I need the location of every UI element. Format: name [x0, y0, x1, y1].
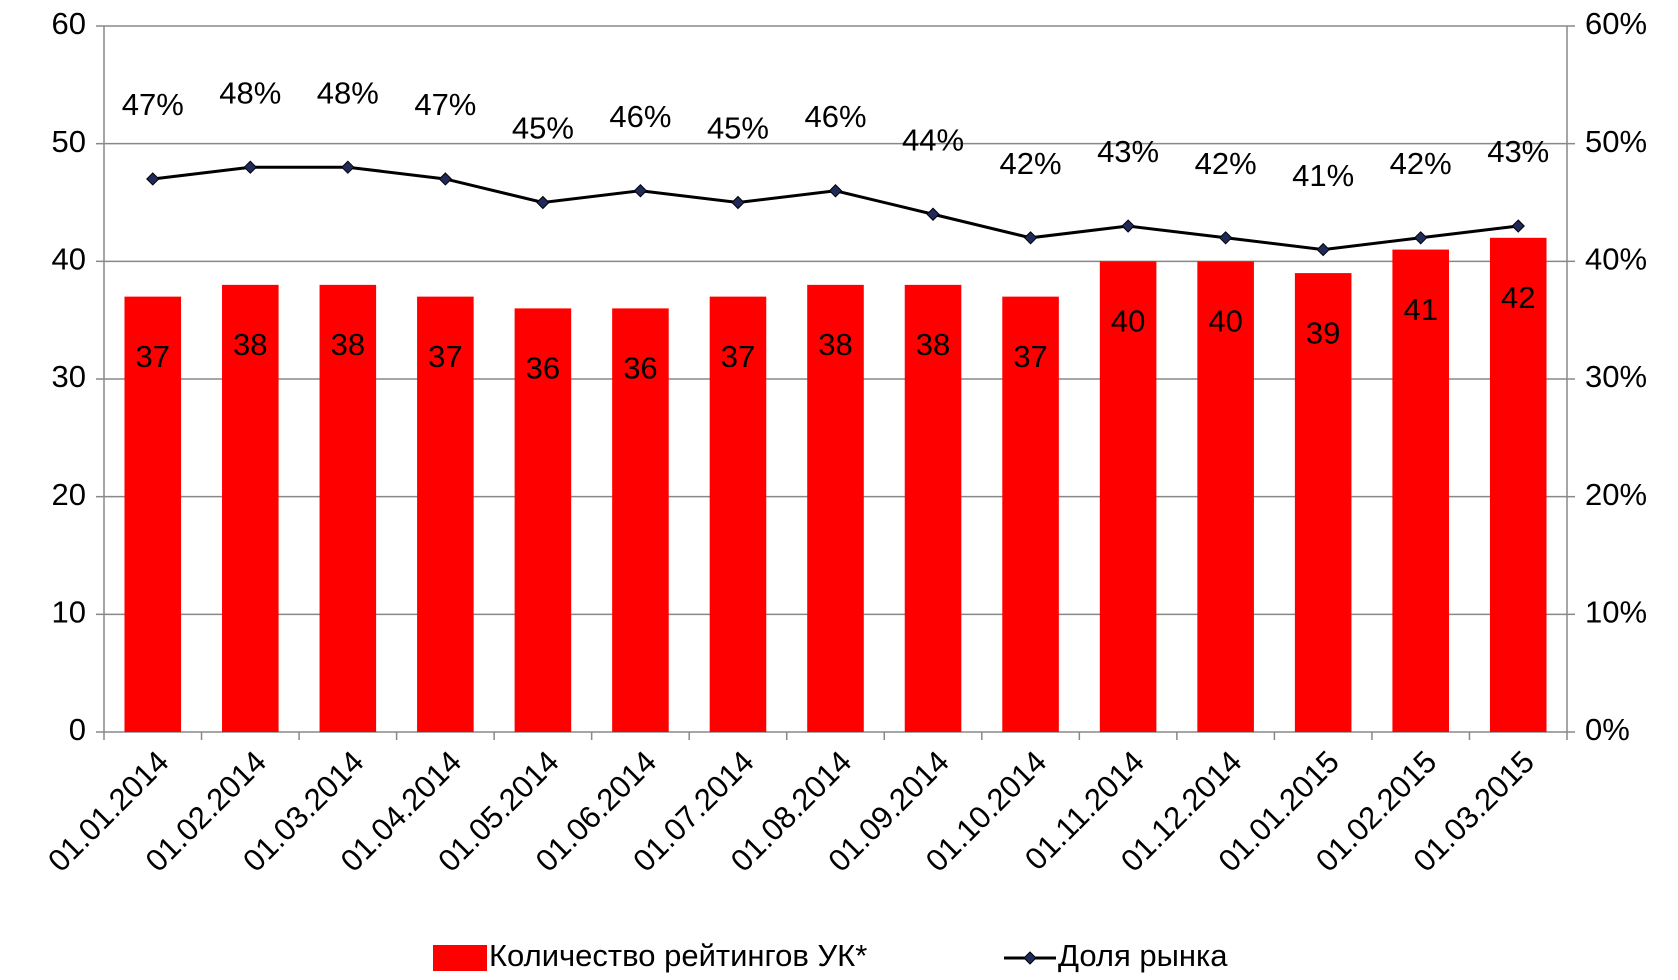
line-value-label: 43%: [1097, 134, 1159, 169]
line-value-label: 44%: [902, 122, 964, 157]
line-marker: [438, 172, 453, 186]
bar-value-label: 36: [623, 351, 657, 386]
bar: [1099, 261, 1157, 732]
bar-value-label: 37: [1013, 339, 1047, 374]
y2-tick-label: 30%: [1585, 359, 1647, 394]
bar: [612, 308, 669, 732]
y-tick-label: 50: [52, 124, 86, 159]
y2-tick-label: 10%: [1585, 595, 1647, 630]
bar: [514, 308, 572, 732]
bar-value-label: 37: [721, 339, 755, 374]
bar-value-label: 38: [233, 327, 267, 362]
bar: [904, 284, 962, 732]
line-value-label: 42%: [1000, 146, 1062, 181]
bar-value-label: 42: [1501, 280, 1535, 315]
line-marker: [1316, 242, 1330, 257]
bar-value-label: 39: [1306, 315, 1340, 350]
bar-value-label: 38: [331, 327, 365, 362]
line-marker: [926, 207, 940, 221]
line-value-label: 41%: [1292, 158, 1354, 193]
line-marker: [1121, 219, 1135, 233]
y-tick-label: 0: [69, 712, 86, 747]
bar: [319, 284, 377, 732]
legend-label: Доля рынка: [1058, 938, 1228, 973]
bar: [1197, 261, 1254, 732]
y2-tick-label: 0%: [1585, 712, 1630, 747]
bar-value-label: 37: [428, 339, 462, 374]
bar: [1392, 249, 1449, 733]
line-marker: [1218, 231, 1233, 245]
bar: [124, 296, 182, 732]
y-tick-label: 30: [52, 359, 86, 394]
line-marker: [243, 160, 258, 174]
line-marker: [828, 184, 843, 198]
y2-tick-label: 20%: [1585, 477, 1647, 512]
line-marker: [146, 172, 160, 186]
bar: [1489, 237, 1547, 733]
y2-tick-label: 40%: [1585, 242, 1647, 277]
bar: [1002, 296, 1059, 732]
line-value-label: 48%: [317, 75, 379, 110]
bar-value-label: 38: [916, 327, 950, 362]
line-value-label: 42%: [1390, 146, 1452, 181]
line-value-label: 45%: [512, 111, 574, 146]
bar-value-label: 41: [1403, 292, 1437, 327]
bar-value-label: 37: [136, 339, 170, 374]
y2-tick-label: 60%: [1585, 6, 1647, 41]
line-marker: [341, 160, 355, 174]
bar-value-label: 36: [526, 351, 560, 386]
legend-marker: [1023, 951, 1037, 965]
legend-label: Количество рейтингов УК*: [489, 938, 867, 973]
y2-tick-label: 50%: [1585, 124, 1647, 159]
line-marker: [1511, 219, 1525, 233]
line-value-label: 46%: [804, 99, 866, 134]
line-marker: [536, 195, 550, 210]
bar: [417, 296, 474, 732]
line-value-label: 45%: [707, 111, 769, 146]
line-value-label: 48%: [219, 75, 281, 110]
bar: [807, 284, 864, 732]
line-value-label: 46%: [609, 99, 671, 134]
y-tick-label: 60: [52, 6, 86, 41]
line-value-label: 47%: [414, 87, 476, 122]
legend-swatch: [433, 945, 487, 971]
bar-value-label: 40: [1208, 304, 1242, 339]
bar: [1294, 273, 1352, 732]
y-tick-label: 20: [52, 477, 86, 512]
bar: [222, 284, 279, 732]
bar-value-label: 40: [1111, 304, 1145, 339]
line-value-label: 43%: [1487, 134, 1549, 169]
line-marker: [1413, 231, 1428, 245]
bar-value-label: 38: [818, 327, 852, 362]
line-marker: [731, 195, 745, 210]
y-tick-label: 40: [52, 242, 86, 277]
line-value-label: 42%: [1195, 146, 1257, 181]
y-tick-label: 10: [52, 595, 86, 630]
line-marker: [633, 184, 648, 198]
line-value-label: 47%: [122, 87, 184, 122]
bar: [709, 296, 767, 732]
line-marker: [1023, 231, 1038, 245]
